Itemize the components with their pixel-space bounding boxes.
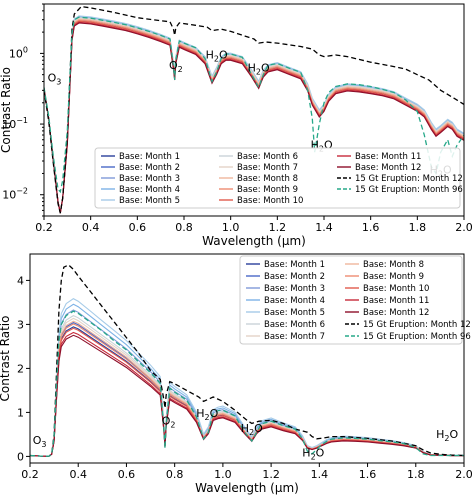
legend-entry: Base: Month 2	[264, 272, 325, 282]
x-tick-label: 2.0	[455, 468, 473, 481]
molecule-label: O3	[33, 434, 47, 449]
x-tick-label: 0.6	[129, 221, 147, 234]
y-axis-label: Contrast Ratio	[0, 316, 12, 402]
legend-box	[94, 147, 461, 209]
series-line-10	[44, 21, 464, 214]
series-line-4	[30, 298, 464, 457]
plot-frame	[43, 3, 465, 217]
series-line-4	[44, 15, 464, 214]
legend-entry: Base: Month 2	[119, 163, 180, 173]
x-tick-label: 1.6	[359, 468, 377, 481]
y-tick-label: 100	[9, 45, 28, 60]
series-group	[44, 5, 464, 214]
legend-entry: Base: Month 3	[119, 174, 180, 184]
y-tick-label: 10−1	[2, 116, 28, 131]
molecule-label: H2O	[436, 428, 458, 443]
x-tick-label: 0.2	[21, 468, 39, 481]
y-tick-label: 1	[17, 406, 24, 419]
legend-entry: Base: Month 7	[237, 163, 298, 173]
x-tick-label: 1.4	[315, 221, 333, 234]
x-tick-label: 2.0	[455, 221, 473, 234]
series-line-6	[44, 17, 464, 214]
series-line-2	[30, 309, 464, 457]
y-tick-label: 3	[17, 318, 24, 331]
x-tick-label: 1.4	[311, 468, 329, 481]
plot-frame	[29, 253, 465, 464]
legend-entry: Base: Month 1	[119, 152, 180, 162]
x-tick-label: 1.0	[222, 221, 240, 234]
molecule-label: H2O	[248, 62, 270, 77]
y-tick-label: 2	[17, 362, 24, 375]
series-line-10	[30, 331, 464, 457]
legend-entry: Base: Month 3	[264, 284, 325, 294]
x-tick-label: 0.6	[118, 468, 136, 481]
x-tick-label: 0.4	[69, 468, 87, 481]
x-tick-label: 1.8	[409, 221, 427, 234]
legend-entry: Base: Month 5	[264, 308, 325, 318]
series-line-12	[30, 264, 464, 457]
series-line-11	[44, 22, 464, 214]
legend-entry: Base: Month 7	[264, 332, 325, 342]
legend-entry: Base: Month 5	[119, 196, 180, 206]
series-line-8	[44, 19, 464, 214]
legend: Base: Month 1 Base: Month 2 Base: Month 3 B…	[239, 255, 471, 345]
series-line-7	[44, 18, 464, 214]
x-tick-label: 1.8	[407, 468, 425, 481]
legend-entry: Base: Month 10	[363, 284, 429, 294]
y-tick-label: 0	[17, 450, 24, 463]
legend-entry: Base: Month 6	[237, 152, 298, 162]
x-tick-label: 1.2	[269, 221, 287, 234]
bottom-chart: 0.2 0.4 0.6 0.8 1.0 1.2 1.4 1.6 1.8 2.0 0 1 2 3 4 Wavel…	[0, 253, 473, 495]
legend-entry: Base: Month 4	[119, 185, 180, 195]
molecule-label: H2O	[206, 48, 228, 63]
legend-entry: 15 Gt Eruption: Month 12	[363, 320, 471, 330]
legend-entry: Base: Month 9	[363, 272, 424, 282]
legend-entry: Base: Month 8	[363, 260, 424, 270]
legend-entry: 15 Gt Eruption: Month 12	[355, 174, 463, 184]
series-group	[30, 264, 464, 457]
x-tick-label: 0.8	[175, 221, 193, 234]
x-tick-label: 0.8	[166, 468, 184, 481]
legend-entry: Base: Month 11	[363, 296, 429, 306]
y-tick-label: 10−2	[2, 187, 28, 202]
x-axis-label: Wavelength (μm)	[202, 234, 306, 248]
molecule-label: O2	[169, 59, 183, 74]
molecule-label: O2	[162, 415, 176, 430]
molecule-label: H2O	[302, 446, 324, 461]
top-chart: 0.2 0.4 0.6 0.8 1.0 1.2 1.4 1.6 1.8 2.0 10−2 10−1 10…	[0, 3, 473, 248]
series-line-11	[30, 334, 464, 457]
series-line-9	[44, 20, 464, 214]
x-tick-label: 1.6	[362, 221, 380, 234]
legend-entry: Base: Month 1	[264, 260, 325, 270]
x-tick-label: 0.2	[35, 221, 53, 234]
legend-entry: Base: Month 9	[237, 185, 298, 195]
series-line-3	[30, 303, 464, 457]
legend-entry: Base: Month 8	[237, 174, 298, 184]
x-tick-label: 1.2	[262, 468, 280, 481]
molecule-label: O3	[48, 72, 62, 87]
x-tick-label: 0.4	[82, 221, 100, 234]
legend-entry: 15 Gt Eruption: Month 96	[363, 332, 471, 342]
x-axis-label: Wavelength (μm)	[195, 481, 299, 495]
legend-entry: Base: Month 12	[355, 163, 421, 173]
legend-entry: Base: Month 4	[264, 296, 325, 306]
legend-entry: Base: Month 6	[264, 320, 325, 330]
molecule-label: H2O	[241, 422, 263, 437]
legend-entry: Base: Month 12	[363, 308, 429, 318]
legend-entry: 15 Gt Eruption: Month 96	[355, 185, 463, 195]
legend-entry: Base: Month 11	[355, 152, 421, 162]
x-tick-label: 1.0	[214, 468, 232, 481]
y-axis-label: Contrast Ratio	[0, 67, 13, 153]
series-line-13	[44, 16, 464, 194]
y-tick-label: 4	[17, 274, 24, 287]
molecule-label: H2O	[196, 407, 218, 422]
legend-entry: Base: Month 10	[237, 196, 303, 206]
